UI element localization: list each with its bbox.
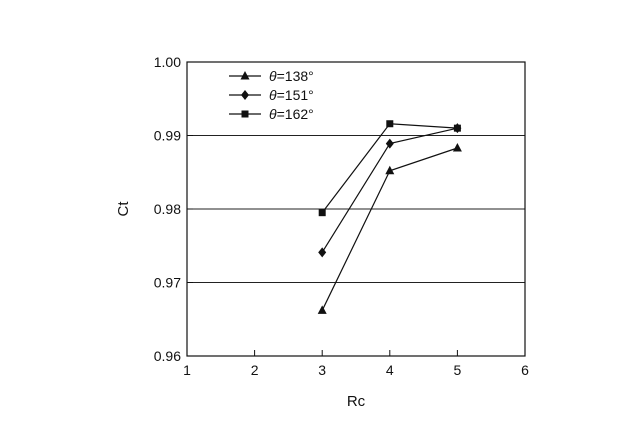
- legend-label: θ=162°: [269, 106, 314, 122]
- series-group: [318, 120, 462, 314]
- legend-value: =151°: [277, 87, 314, 103]
- y-tick-label: 0.97: [154, 275, 181, 291]
- legend-marker-triangle: [241, 71, 250, 80]
- legend-label: θ=138°: [269, 68, 314, 84]
- legend-label: θ=151°: [269, 87, 314, 103]
- legend-value: =138°: [277, 68, 314, 84]
- y-axis-title: Ct: [115, 201, 132, 217]
- axis-ticks: 1 2 3 4 5 6 0.96 0.97 0.98 0.99 1.00: [154, 54, 529, 378]
- x-tick-label: 4: [386, 362, 394, 378]
- x-tick-label: 6: [521, 362, 529, 378]
- legend-marker-square: [242, 111, 249, 118]
- data-point-triangle: [453, 143, 462, 152]
- x-tick-label: 3: [318, 362, 326, 378]
- y-tick-label: 0.99: [154, 128, 181, 144]
- y-tick-label: 0.96: [154, 348, 181, 364]
- data-point-square: [319, 209, 326, 216]
- legend: θ=138° θ=151° θ=162°: [229, 68, 314, 122]
- x-axis-title: Rc: [347, 393, 366, 410]
- x-tick-label: 2: [251, 362, 259, 378]
- data-point-square: [454, 125, 461, 132]
- legend-marker-diamond: [241, 90, 249, 100]
- y-tick-label: 0.98: [154, 201, 181, 217]
- legend-entry: θ=162°: [229, 106, 314, 122]
- legend-entry: θ=138°: [229, 68, 314, 84]
- legend-value: =162°: [277, 106, 314, 122]
- series-triangle: [318, 143, 462, 314]
- y-tick-label: 1.00: [154, 54, 181, 70]
- x-tick-label: 5: [454, 362, 462, 378]
- data-point-square: [386, 120, 393, 127]
- grid-lines: [187, 136, 525, 283]
- data-point-triangle: [318, 305, 327, 314]
- x-tick-label: 1: [183, 362, 191, 378]
- legend-entry: θ=151°: [229, 87, 314, 103]
